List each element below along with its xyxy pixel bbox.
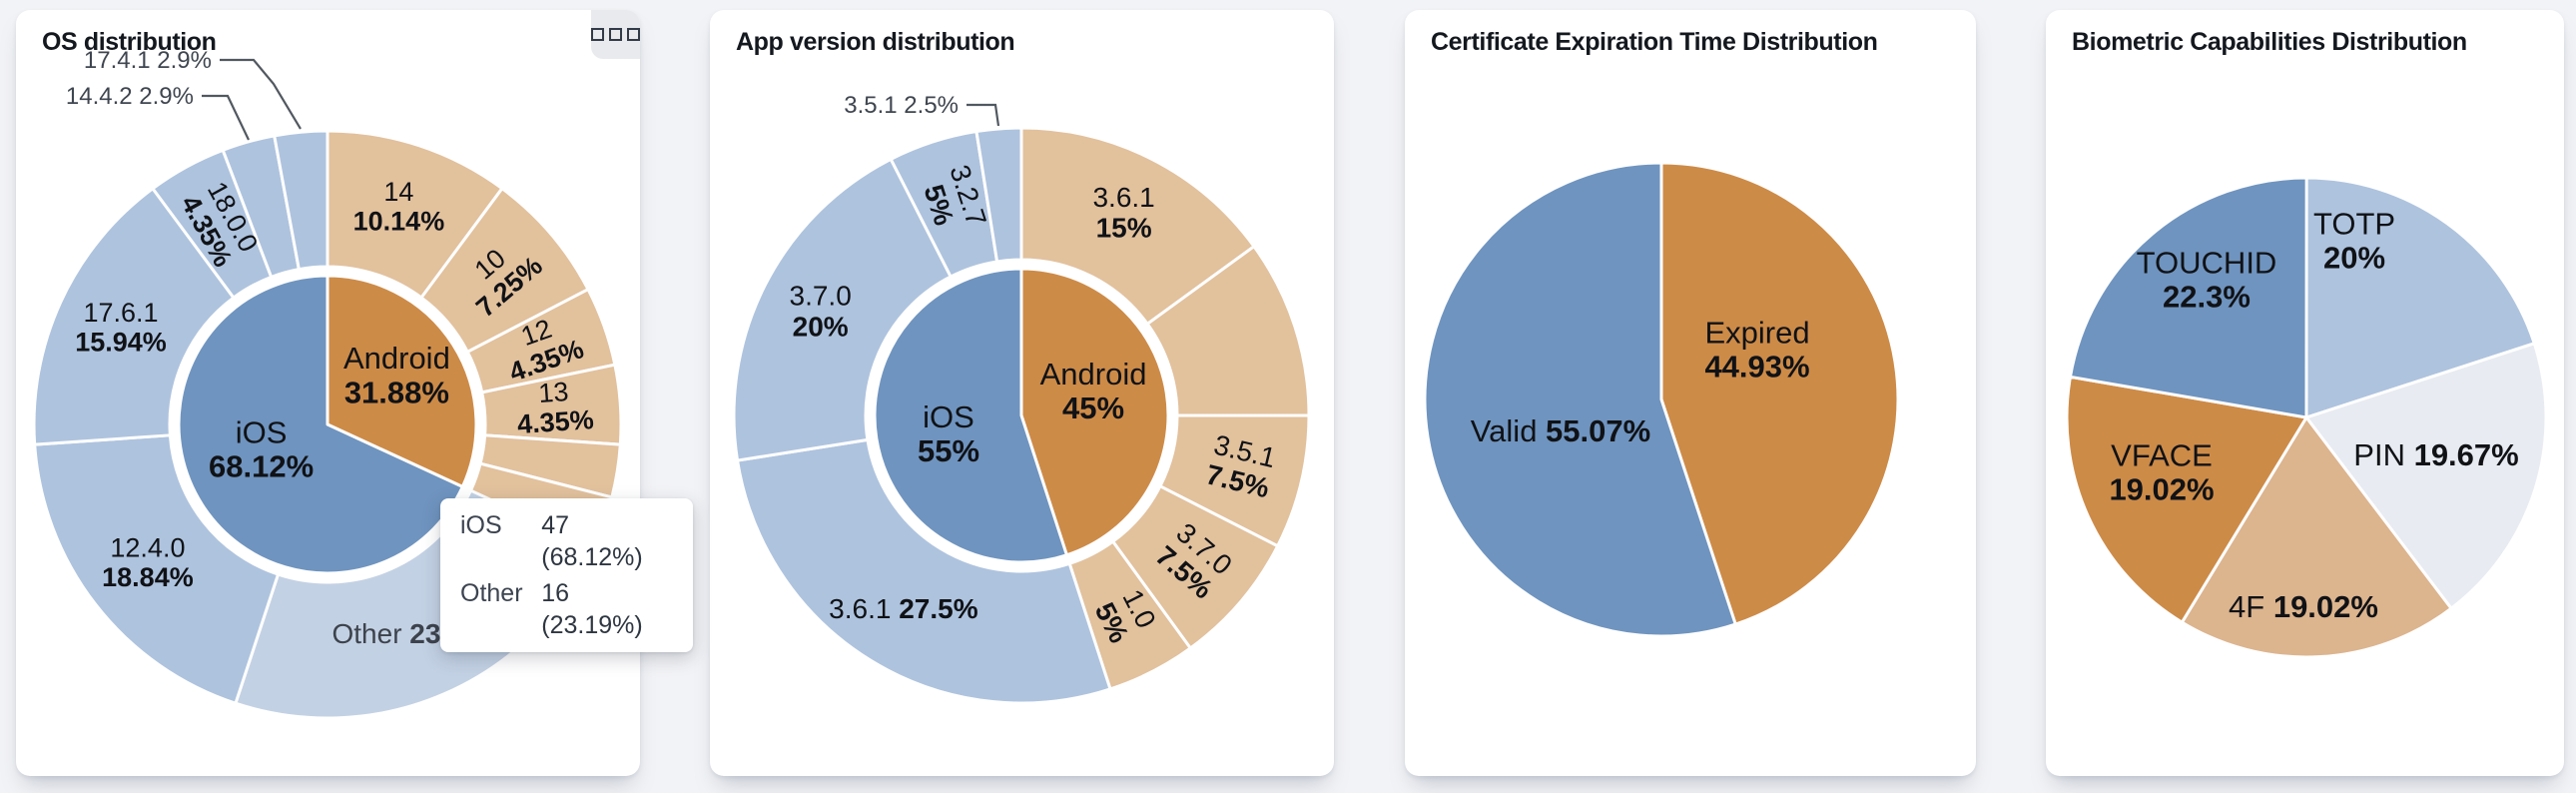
- slice-label: 17.6.115.94%: [75, 298, 167, 358]
- outer-slice-3.6.1[interactable]: [1019, 126, 1256, 326]
- svg-text:20%: 20%: [2323, 240, 2385, 275]
- inner-slice-Android[interactable]: [1019, 267, 1170, 557]
- svg-text:Android: Android: [1040, 357, 1147, 392]
- outer-slice-3.7.0[interactable]: [732, 157, 953, 462]
- leader-line: [220, 58, 302, 130]
- app-version-sunburst-chart: Android45%iOS55%3.6.115%3.5.17.5%3.7.07.…: [732, 92, 1311, 705]
- svg-text:68.12%: 68.12%: [209, 449, 314, 484]
- outer-slice-17.6.1[interactable]: [32, 187, 236, 446]
- svg-text:VFACE: VFACE: [2111, 437, 2213, 472]
- square-icon: [609, 28, 622, 41]
- leader-line: [966, 103, 1000, 127]
- svg-text:14: 14: [383, 177, 413, 207]
- pie-slice-4F[interactable]: [2180, 415, 2453, 659]
- svg-text:44.93%: 44.93%: [1704, 349, 1809, 384]
- outer-slice-17.4.1[interactable]: [273, 129, 329, 272]
- slice-label: 3.6.115%: [1092, 182, 1154, 244]
- tooltip-row: Other 16 (23.19%): [460, 577, 673, 641]
- svg-text:19.02%: 19.02%: [2109, 471, 2214, 506]
- card-title: Certificate Expiration Time Distribution: [1431, 28, 1878, 56]
- outer-slice-3.6.1[interactable]: [736, 437, 1112, 705]
- svg-text:Android: Android: [343, 341, 450, 376]
- pie-slice-PIN[interactable]: [2304, 342, 2548, 610]
- tooltip-series-name: iOS: [460, 511, 502, 539]
- outside-label: 14.4.2 2.9%: [66, 83, 194, 110]
- outside-label: 3.5.1 2.5%: [844, 92, 959, 119]
- leader-line: [202, 94, 250, 141]
- tooltip-series-value: 47 (68.12%): [541, 511, 643, 571]
- os-distribution-sunburst-chart: Android31.88%iOS68.12%1410.14%107.25%124…: [32, 47, 623, 720]
- svg-text:31.88%: 31.88%: [344, 375, 449, 409]
- inner-slice-iOS[interactable]: [177, 274, 464, 575]
- slice-label: PIN 19.67%: [2353, 437, 2518, 472]
- svg-text:20%: 20%: [793, 311, 849, 342]
- slice-label: 4F 19.02%: [2229, 589, 2378, 624]
- outer-slice-3.5.1[interactable]: [974, 126, 1023, 264]
- inner-slice-Android[interactable]: [325, 274, 478, 488]
- card-drag-handle[interactable]: [591, 10, 640, 59]
- pie-slice-Valid[interactable]: [1423, 161, 1737, 638]
- slice-label: 12.4.018.84%: [102, 532, 194, 592]
- square-icon: [591, 28, 604, 41]
- svg-text:Expired: Expired: [1704, 315, 1809, 350]
- slice-label: 134.35%: [516, 377, 594, 439]
- svg-text:4.35%: 4.35%: [516, 404, 594, 439]
- tooltip-series-name: Other: [460, 579, 523, 607]
- slice-label: 3.6.1 27.5%: [829, 593, 978, 624]
- inner-slice-iOS[interactable]: [873, 267, 1068, 564]
- card-certificate-expiration: Certificate Expiration Time Distribution…: [1405, 10, 1976, 776]
- outer-slice-12.4.0[interactable]: [33, 433, 281, 705]
- svg-text:15%: 15%: [1096, 213, 1152, 244]
- pie-slice-TOUCHID[interactable]: [2068, 176, 2308, 419]
- slice-label: 3.2.75%: [918, 161, 992, 230]
- svg-text:22.3%: 22.3%: [2163, 279, 2251, 314]
- svg-text:55%: 55%: [918, 433, 979, 468]
- svg-text:TOUCHID: TOUCHID: [2137, 245, 2277, 280]
- square-icon: [627, 28, 640, 41]
- svg-text:TOTP: TOTP: [2313, 206, 2395, 241]
- card-title: App version distribution: [736, 28, 1015, 56]
- slice-label: 3.7.020%: [789, 281, 851, 343]
- svg-text:10.14%: 10.14%: [353, 207, 445, 237]
- pie-slice-VFACE[interactable]: [2065, 375, 2308, 624]
- chart-tooltip: iOS 47 (68.12%) Other 16 (23.19%): [440, 498, 693, 652]
- card-app-version-distribution: App version distribution Android 45% iOS 55…: [710, 10, 1334, 776]
- svg-text:12.4.0: 12.4.0: [110, 532, 185, 562]
- svg-text:iOS: iOS: [923, 399, 974, 434]
- pie-slice-Expired[interactable]: [1659, 161, 1900, 626]
- svg-text:3.6.1: 3.6.1: [1092, 182, 1154, 213]
- card-biometric-capabilities: Biometric Capabilities Distribution TOTP…: [2046, 10, 2564, 776]
- tooltip-series-value: 16 (23.19%): [541, 579, 643, 639]
- pie-slice-TOTP[interactable]: [2304, 176, 2536, 419]
- slice-label: Valid 55.07%: [1471, 413, 1650, 448]
- svg-text:17.6.1: 17.6.1: [83, 298, 158, 328]
- card-title: OS distribution: [42, 28, 217, 56]
- card-title: Biometric Capabilities Distribution: [2072, 28, 2467, 56]
- tooltip-row: iOS 47 (68.12%): [460, 509, 673, 573]
- svg-text:45%: 45%: [1062, 391, 1124, 425]
- svg-text:3.7.0: 3.7.0: [789, 281, 851, 312]
- svg-text:15.94%: 15.94%: [75, 328, 167, 358]
- outside-label: 17.4.1 2.9%: [84, 47, 212, 74]
- card-os-distribution: OS distribution Android 31.88% iOS 68.12% 14…: [16, 10, 693, 776]
- svg-text:iOS: iOS: [236, 414, 288, 449]
- svg-text:13: 13: [537, 377, 569, 408]
- svg-text:18.84%: 18.84%: [102, 562, 194, 592]
